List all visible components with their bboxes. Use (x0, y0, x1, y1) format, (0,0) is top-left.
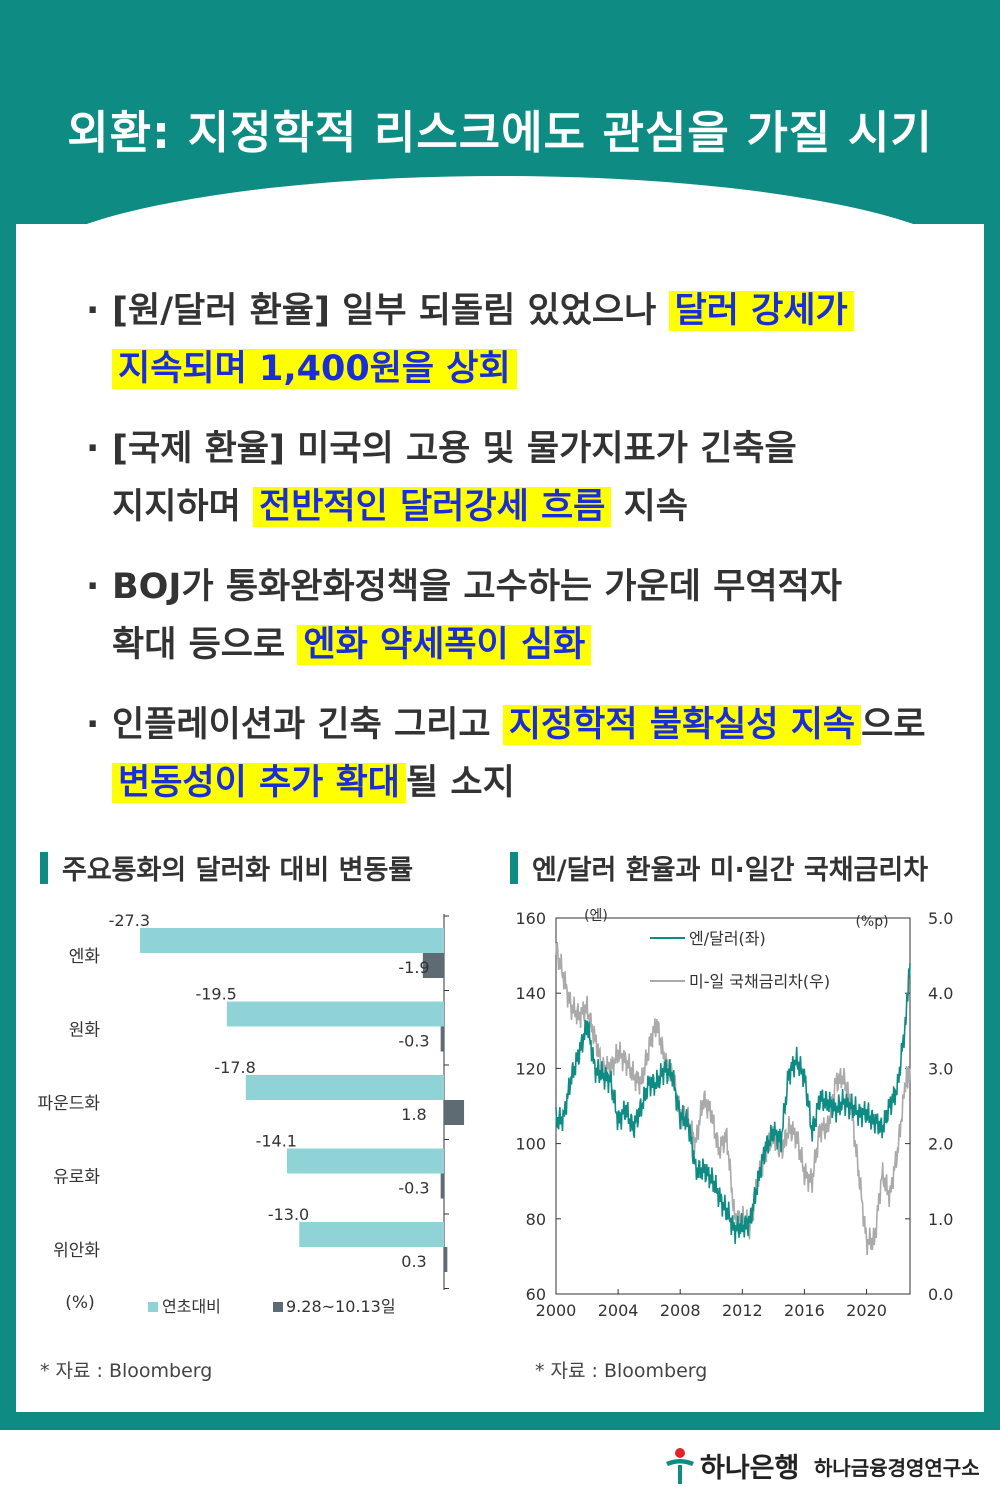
x-tick-label: 2020 (846, 1301, 887, 1320)
legend-label-yen-dollar: 엔/달러(좌) (689, 929, 766, 948)
bullet-text: BOJ가 통화완화정책을 고수하는 가운데 무역적자 (112, 567, 842, 607)
bullet-dot: · (86, 567, 100, 607)
data-label: -1.9 (398, 958, 429, 977)
institute-name: 하나금융경영연구소 (814, 1456, 980, 1480)
bullet-text: 지지하며 (112, 487, 253, 527)
bar-ytd (140, 928, 444, 953)
plot-frame (555, 917, 911, 1295)
highlight-text: 달러 강세가 (668, 291, 854, 331)
y-left-unit: (엔) (584, 908, 608, 924)
bullet-text: 지속 (611, 487, 688, 527)
category-label: 유로화 (53, 1168, 100, 1188)
highlight-text: 엔화 약세폭이 심화 (297, 625, 592, 665)
data-label: -14.1 (256, 1132, 297, 1151)
yen-dollar-line-chart: 160 140 120 100 80 60 5.0 4.0 3.0 2.0 1.0 0.0 2000 20… (515, 908, 953, 1320)
bar-period (440, 1026, 444, 1052)
bar-ytd (226, 1001, 444, 1027)
bullet-text: 으로 (861, 705, 926, 745)
bullet-krw: · [원/달러 환율] 일부 되돌림 있었으나 달러 강세가 지속되며 1,40… (86, 282, 976, 398)
y-right-tick-label: 1.0 (928, 1210, 953, 1229)
legend-swatch-period (273, 1302, 283, 1312)
legend-label-rate-spread: 미-일 국채금리차(우) (689, 972, 830, 991)
bar-period (422, 953, 444, 978)
data-label: 1.8 (401, 1105, 426, 1124)
x-tick-label: 2016 (784, 1301, 825, 1320)
bullet-volatility: · 인플레이션과 긴축 그리고 지정학적 불확실성 지속 으로 변동성이 추가 확… (86, 696, 976, 812)
y-left-tick-label: 160 (515, 909, 546, 928)
bullet-dot: · (86, 429, 100, 469)
y-right-unit: (%p) (855, 914, 888, 930)
data-label: -19.5 (195, 985, 236, 1004)
currency-change-bar-chart: 엔화 -27.3 -1.9 원화 -19.5 -0.3 파운드화 -17.8 1.8 유로화 -14… (37, 911, 465, 1316)
bullet-dot: · (86, 705, 100, 745)
highlight-text: 변동성이 추가 확대 (112, 763, 406, 803)
right-chart-title: 엔/달러 환율과 미·일간 국채금리차 (510, 848, 928, 887)
y-left-tick-label: 80 (526, 1210, 546, 1229)
page-title: 외환: 지정학적 리스크에도 관심을 가질 시기 (67, 106, 933, 159)
data-label: -17.8 (214, 1058, 255, 1077)
x-tick-label: 2008 (660, 1301, 701, 1320)
category-label: 위안화 (53, 1241, 100, 1261)
bar-ytd (286, 1148, 444, 1174)
highlight-text: 지속되며 1,400원을 상회 (112, 349, 517, 389)
legend-label-ytd: 연초대비 (162, 1297, 221, 1316)
category-label: 엔화 (69, 947, 101, 967)
x-tick-label: 2004 (598, 1301, 639, 1320)
highlight-text: 전반적인 달러강세 흐름 (253, 487, 612, 527)
bullet-text: 인플레이션과 긴축 그리고 (112, 705, 503, 745)
y-right-tick-label: 2.0 (928, 1135, 953, 1154)
bullet-boj: · BOJ가 통화완화정책을 고수하는 가운데 무역적자 확대 등으로 엔화 약… (86, 558, 976, 674)
bar-period (444, 1100, 465, 1125)
legend-swatch-ytd (148, 1302, 158, 1312)
y-left-tick-label: 100 (515, 1135, 546, 1154)
left-chart-title: 주요통화의 달러화 대비 변동률 (40, 848, 413, 887)
y-left-tick-label: 140 (515, 984, 546, 1003)
bar-period (444, 1247, 448, 1272)
bar-ytd (299, 1222, 444, 1247)
y-right-tick-label: 3.0 (928, 1059, 953, 1078)
bullet-dot: · (86, 291, 100, 331)
unit-label: (%) (65, 1293, 94, 1313)
bullet-text: 될 소지 (405, 763, 515, 803)
series-line-yen-dollar (555, 963, 911, 1244)
series-line-rate-spread (555, 941, 911, 1256)
y-right-tick-label: 5.0 (928, 909, 953, 928)
y-left-tick-label: 120 (515, 1059, 546, 1078)
data-label: -0.3 (398, 1032, 429, 1051)
data-label: -27.3 (109, 911, 150, 930)
y-right-tick-label: 4.0 (928, 984, 953, 1003)
legend-label-period: 9.28~10.13일 (286, 1297, 396, 1316)
y-right-tick-label: 0.0 (928, 1285, 953, 1304)
bullet-text: [원/달러 환율] 일부 되돌림 있었으나 (112, 291, 669, 331)
bullet-global-fx: · [국제 환율] 미국의 고용 및 물가지표가 긴축을 지지하며 전반적인 달… (86, 420, 976, 536)
right-source: * 자료 : Bloomberg (535, 1360, 708, 1382)
data-label: -0.3 (398, 1179, 429, 1198)
bullet-list: · [원/달러 환율] 일부 되돌림 있었으나 달러 강세가 지속되며 1,40… (86, 282, 976, 834)
bar-ytd (245, 1075, 444, 1100)
brand-name: 하나은행 (700, 1453, 800, 1484)
data-label: 0.3 (401, 1252, 426, 1271)
x-tick-label: 2000 (536, 1301, 577, 1320)
bullet-text: [국제 환율] 미국의 고용 및 물가지표가 긴축을 (112, 429, 797, 469)
left-source: * 자료 : Bloomberg (40, 1360, 213, 1382)
bullet-text: 확대 등으로 (112, 625, 298, 665)
content-card (16, 224, 984, 1412)
x-tick-label: 2012 (722, 1301, 763, 1320)
data-label: -13.0 (268, 1205, 309, 1224)
highlight-text: 지정학적 불확실성 지속 (502, 705, 862, 745)
category-label: 원화 (69, 1021, 101, 1041)
y-left-tick-label: 60 (526, 1285, 546, 1304)
hana-logo-icon (666, 1448, 694, 1484)
bar-period (440, 1173, 444, 1199)
category-label: 파운드화 (37, 1094, 100, 1114)
